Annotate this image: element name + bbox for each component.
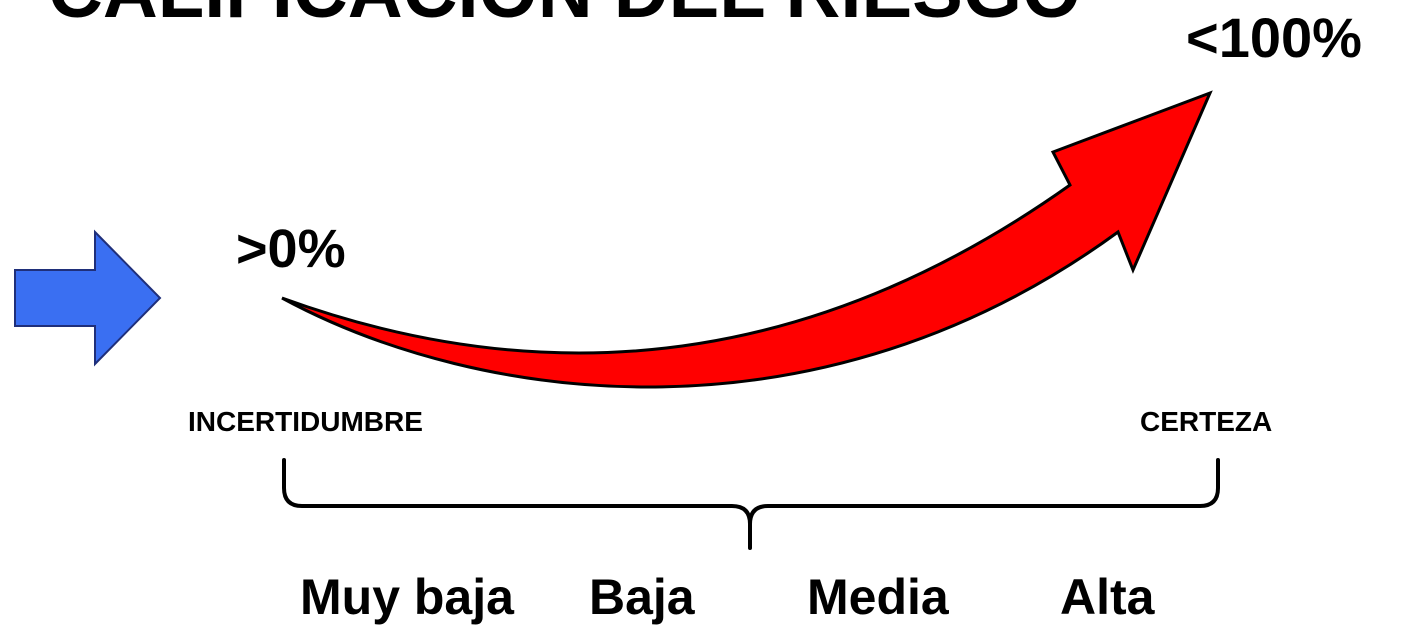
low-percentage-label: >0% bbox=[236, 219, 346, 279]
high-percentage-label: <100% bbox=[1186, 6, 1362, 69]
level-medium: Media bbox=[807, 569, 949, 625]
page-title: CALIFICACIÓN DEL RIESGO bbox=[48, 0, 1081, 30]
uncertainty-label: INCERTIDUMBRE bbox=[188, 406, 423, 437]
rising-curved-arrow-icon bbox=[281, 90, 1213, 389]
level-low: Baja bbox=[589, 569, 695, 625]
level-very-low: Muy baja bbox=[300, 569, 514, 625]
level-high: Alta bbox=[1060, 569, 1155, 625]
certainty-label: CERTEZA bbox=[1140, 406, 1273, 437]
blue-arrow-icon bbox=[14, 229, 162, 367]
scale-brace bbox=[282, 458, 1220, 550]
